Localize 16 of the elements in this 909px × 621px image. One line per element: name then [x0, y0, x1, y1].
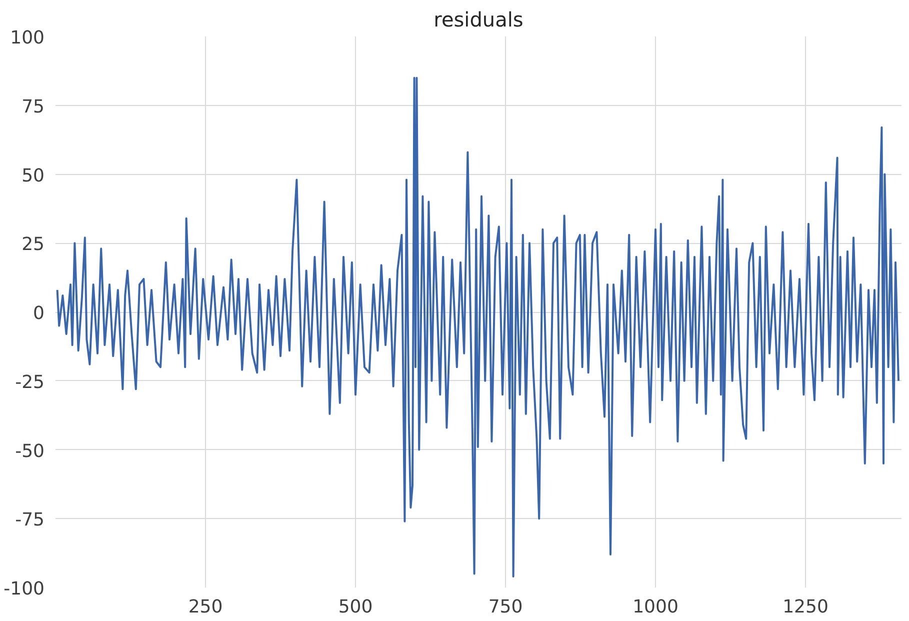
y-tick-label: -25: [15, 372, 45, 393]
y-tick-label: 100: [10, 28, 45, 48]
y-tick-label: -100: [4, 578, 45, 600]
y-tick-label: -75: [15, 510, 45, 531]
x-tick-label: 500: [338, 596, 373, 618]
chart-title: residuals: [434, 8, 524, 32]
x-tick-label: 750: [488, 596, 523, 618]
y-tick-label: 50: [22, 165, 44, 186]
x-tick-label: 1250: [782, 596, 828, 618]
y-tick-label: 0: [33, 303, 44, 324]
x-tick-label: 250: [188, 596, 223, 618]
line-series: [56, 76, 900, 578]
y-tick-label: -50: [15, 440, 45, 462]
x-tick-label: 1000: [632, 596, 678, 618]
y-tick-label: 25: [22, 234, 44, 256]
y-tick-label: 75: [22, 96, 44, 118]
